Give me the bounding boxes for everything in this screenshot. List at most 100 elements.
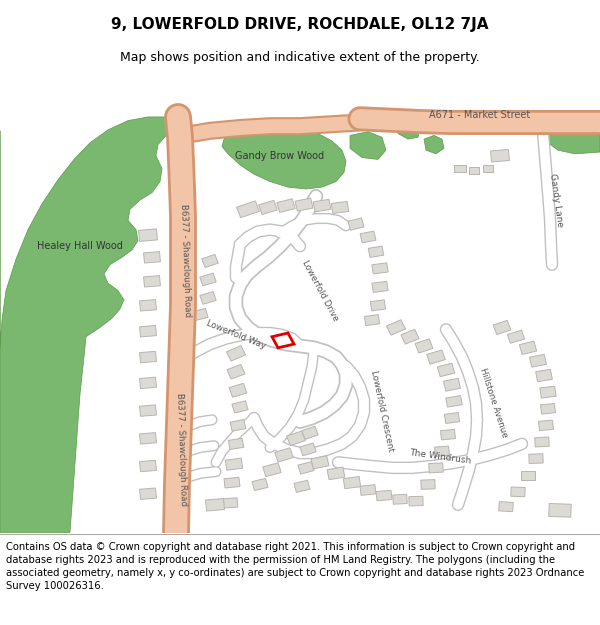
Polygon shape [427,350,445,364]
Polygon shape [202,254,218,268]
Polygon shape [140,326,157,337]
Text: Gandy Brow Wood: Gandy Brow Wood [235,151,325,161]
Polygon shape [287,431,305,446]
Polygon shape [229,383,247,398]
Polygon shape [415,339,433,353]
Polygon shape [529,454,543,464]
Text: The Windrush: The Windrush [409,448,472,466]
Polygon shape [140,460,157,472]
Polygon shape [520,341,536,354]
Polygon shape [222,122,346,189]
Polygon shape [200,291,216,304]
Text: Hillstone Avenue: Hillstone Avenue [478,368,509,439]
Polygon shape [300,443,316,456]
Polygon shape [549,504,571,517]
Polygon shape [236,201,259,217]
Polygon shape [491,149,509,162]
Polygon shape [440,429,455,440]
Polygon shape [206,499,224,511]
Polygon shape [226,346,245,361]
Polygon shape [263,462,281,477]
Polygon shape [348,218,364,230]
Polygon shape [429,463,443,472]
Polygon shape [275,448,293,462]
Polygon shape [401,329,419,344]
Polygon shape [232,401,248,413]
Polygon shape [446,396,462,407]
Text: Contains OS data © Crown copyright and database right 2021. This information is : Contains OS data © Crown copyright and d… [6,542,584,591]
Polygon shape [360,485,376,496]
Text: Gandy Lane: Gandy Lane [548,173,564,228]
Polygon shape [140,432,157,444]
Polygon shape [511,487,525,497]
Polygon shape [398,122,420,139]
Polygon shape [227,364,245,379]
Polygon shape [327,467,345,479]
Polygon shape [535,437,549,447]
Polygon shape [483,165,493,172]
Polygon shape [313,199,331,212]
Polygon shape [364,314,380,326]
Polygon shape [493,321,511,334]
Polygon shape [192,308,208,321]
Polygon shape [454,165,466,172]
Polygon shape [311,456,329,469]
Polygon shape [298,462,314,474]
Polygon shape [437,363,455,377]
Polygon shape [331,201,349,214]
Polygon shape [443,378,460,391]
Polygon shape [499,502,514,512]
Polygon shape [421,479,435,489]
Text: B6377 - Shawclough Road: B6377 - Shawclough Road [175,392,187,506]
Polygon shape [372,263,388,274]
Polygon shape [508,330,524,343]
Polygon shape [386,320,406,335]
Polygon shape [434,446,449,456]
Polygon shape [140,378,157,389]
Polygon shape [252,478,268,491]
Polygon shape [200,273,216,286]
Text: Lowerfold Drive: Lowerfold Drive [300,259,340,322]
Polygon shape [143,252,160,263]
Text: Healey Hall Wood: Healey Hall Wood [37,241,123,251]
Polygon shape [536,369,553,382]
Polygon shape [541,404,556,414]
Polygon shape [140,299,157,311]
Polygon shape [0,117,186,532]
Polygon shape [376,491,392,501]
Polygon shape [226,458,242,470]
Polygon shape [530,354,547,367]
Polygon shape [350,132,386,159]
Polygon shape [295,198,313,211]
Polygon shape [540,386,556,398]
Polygon shape [277,199,295,212]
Polygon shape [542,117,600,154]
Polygon shape [230,419,246,431]
Polygon shape [140,351,157,362]
Polygon shape [424,136,444,154]
Polygon shape [139,229,157,241]
Text: B6377 - Shawclough Road: B6377 - Shawclough Road [179,203,191,317]
Polygon shape [409,496,423,506]
Text: 9, LOWERFOLD DRIVE, ROCHDALE, OL12 7JA: 9, LOWERFOLD DRIVE, ROCHDALE, OL12 7JA [111,16,489,31]
Polygon shape [360,231,376,243]
Polygon shape [372,281,388,292]
Polygon shape [222,498,238,508]
Polygon shape [445,412,460,424]
Polygon shape [469,167,479,174]
Polygon shape [368,246,384,258]
Polygon shape [259,201,277,214]
Polygon shape [539,420,553,431]
Polygon shape [393,494,407,504]
Polygon shape [370,300,386,311]
Polygon shape [294,480,310,492]
Polygon shape [224,478,240,488]
Polygon shape [521,471,535,480]
Text: Map shows position and indicative extent of the property.: Map shows position and indicative extent… [120,51,480,64]
Text: Lowerfold Crescent: Lowerfold Crescent [369,369,395,452]
Polygon shape [143,276,160,287]
Polygon shape [140,405,157,416]
Polygon shape [302,426,318,439]
Polygon shape [228,438,244,449]
Polygon shape [343,477,361,489]
